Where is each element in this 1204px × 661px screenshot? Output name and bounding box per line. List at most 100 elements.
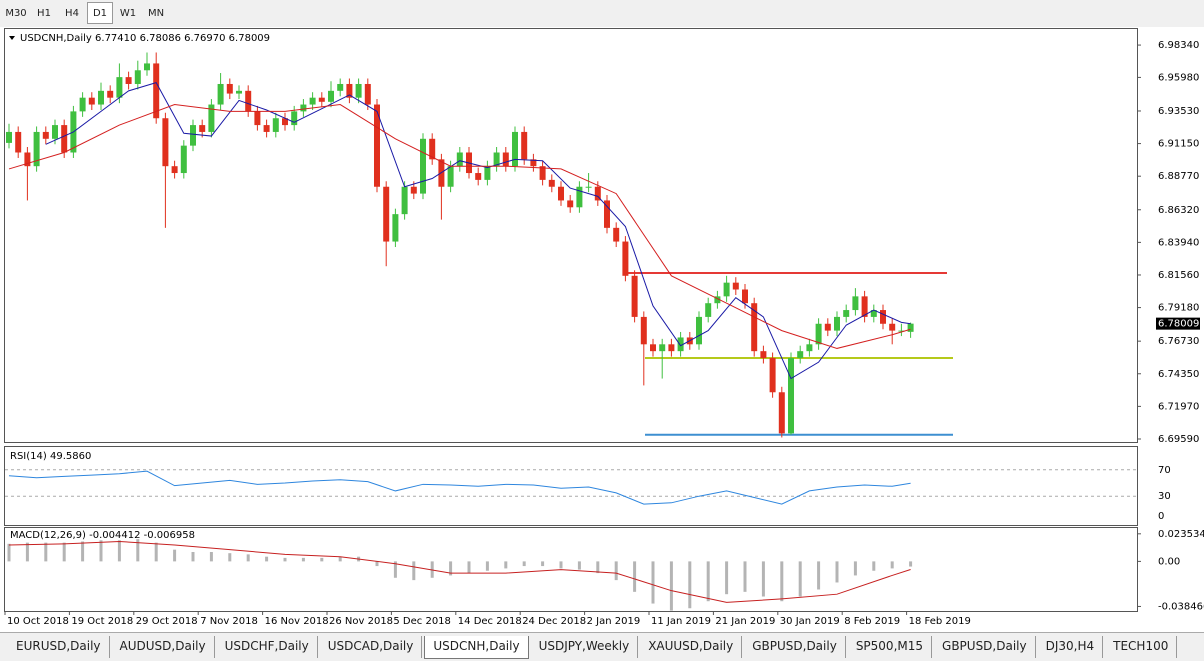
y-tick-label: 6.98340 xyxy=(1158,40,1199,51)
x-tick-label: 7 Nov 2018 xyxy=(200,616,258,627)
macd-histogram-bar xyxy=(449,561,453,576)
candle-body xyxy=(392,214,399,242)
candle-body xyxy=(190,125,196,146)
candle-body xyxy=(484,166,491,180)
chart-tab[interactable]: USDCAD,Daily xyxy=(320,636,423,658)
chart-tab[interactable]: EURUSD,Daily xyxy=(8,636,110,658)
candle-body xyxy=(760,351,767,359)
macd-histogram-bar xyxy=(338,556,342,562)
macd-histogram-bar xyxy=(577,561,581,570)
timeframe-button[interactable]: D1 xyxy=(87,2,113,24)
chart-tab[interactable]: TECH100 xyxy=(1105,636,1178,658)
candle-body xyxy=(861,296,868,317)
macd-histogram-bar xyxy=(706,561,710,602)
chart-tab[interactable]: AUDUSD,Daily xyxy=(112,636,215,658)
y-tick-label: 6.79180 xyxy=(1158,303,1199,314)
y-tick-label: 6.81560 xyxy=(1158,270,1199,281)
x-tick-label: 21 Jan 2019 xyxy=(715,616,775,627)
candle-body xyxy=(778,392,785,434)
macd-histogram-bar xyxy=(817,561,821,590)
candle-body xyxy=(456,152,463,167)
chart-tab[interactable]: USDCHF,Daily xyxy=(217,636,318,658)
candle-body xyxy=(843,310,850,317)
candle-body xyxy=(889,323,896,331)
candle-body xyxy=(153,63,160,119)
candle-body xyxy=(631,275,638,317)
chart-tab[interactable]: SP500,M15 xyxy=(848,636,933,658)
moving-average xyxy=(45,82,911,380)
timeframe-button[interactable]: H4 xyxy=(65,7,79,19)
candle-body xyxy=(567,200,574,208)
macd-histogram-bar xyxy=(780,561,784,602)
macd-panel xyxy=(4,527,1138,612)
macd-histogram-bar xyxy=(835,561,839,583)
y-tick-label: 6.95980 xyxy=(1158,72,1199,83)
candle-body xyxy=(769,358,776,393)
macd-histogram-bar xyxy=(798,561,802,597)
macd-histogram-bar xyxy=(173,549,177,562)
chart-tab[interactable]: DJ30,H4 xyxy=(1038,636,1104,658)
macd-histogram-bar xyxy=(228,553,232,562)
macd-histogram-bar xyxy=(725,561,729,595)
rsi-title: RSI(14) xyxy=(10,451,47,462)
rsi-tick-label: 0 xyxy=(1158,511,1164,522)
x-tick-label: 26 Nov 2018 xyxy=(329,616,393,627)
timeframe-button[interactable]: H1 xyxy=(37,7,51,19)
timeframe-button[interactable]: W1 xyxy=(119,7,137,19)
macd-tick-label: 0.00 xyxy=(1158,556,1180,567)
y-tick-label: 6.93530 xyxy=(1158,106,1199,117)
timeframe-button[interactable]: MN xyxy=(147,7,165,19)
candle-body xyxy=(622,241,629,276)
chart-tab[interactable]: XAUUSD,Daily xyxy=(640,636,743,658)
last-price-label: 6.78009 xyxy=(1158,319,1199,330)
macd-histogram-bar xyxy=(209,552,213,562)
rsi-panel xyxy=(4,446,1138,526)
candle-body xyxy=(585,186,592,188)
y-tick-label: 6.69590 xyxy=(1158,434,1199,445)
macd-tick-label: 0.023534 xyxy=(1158,529,1204,540)
candle-body xyxy=(502,152,509,167)
collapse-arrow xyxy=(9,36,15,40)
candle-body xyxy=(640,316,647,345)
macd-histogram-bar xyxy=(7,543,11,562)
x-tick-label: 2 Jan 2019 xyxy=(587,616,641,627)
candle-body xyxy=(180,145,187,174)
candle-body xyxy=(732,282,739,290)
chart-tab[interactable]: USDJPY,Weekly xyxy=(531,636,639,658)
candle-body xyxy=(852,296,859,311)
macd-histogram-bar xyxy=(485,561,489,571)
candle-body xyxy=(742,289,748,304)
candle-body xyxy=(328,90,334,102)
candle-body xyxy=(594,186,601,201)
chart-tab[interactable]: GBPUSD,Daily xyxy=(744,636,846,658)
x-tick-label: 11 Jan 2019 xyxy=(651,616,711,627)
y-tick-label: 6.83940 xyxy=(1158,237,1199,248)
candle-body xyxy=(723,282,730,297)
macd-histogram-bar xyxy=(301,557,305,562)
chart-tab[interactable]: USDCNH,Daily xyxy=(424,636,529,659)
candle-body xyxy=(613,227,620,242)
candle-body xyxy=(199,125,206,132)
macd-histogram-bar xyxy=(412,561,416,581)
macd-histogram-bar xyxy=(154,542,158,562)
candle-body xyxy=(364,83,371,105)
candle-body xyxy=(291,111,298,126)
macd-histogram-bar xyxy=(909,561,913,567)
y-tick-label: 6.71970 xyxy=(1158,401,1199,412)
macd-histogram-bar xyxy=(890,561,894,569)
candle-body xyxy=(88,97,95,105)
timeframe-button[interactable]: M30 xyxy=(5,7,27,19)
x-tick-label: 16 Nov 2018 xyxy=(265,616,329,627)
macd-histogram-bar xyxy=(614,561,618,581)
chart-tabs: EURUSD,Daily AUDUSD,Daily USDCHF,Daily USDC… xyxy=(0,632,1204,661)
macd-title: MACD(12,26,9) xyxy=(10,530,86,541)
high-label: 6.78086 xyxy=(140,33,181,44)
candle-body xyxy=(6,131,12,143)
candle-body xyxy=(705,303,712,317)
x-tick-label: 19 Oct 2018 xyxy=(71,616,133,627)
candle-body xyxy=(797,351,804,359)
rsi-tick-label: 70 xyxy=(1158,465,1171,476)
chart-tab[interactable]: GBPUSD,Daily xyxy=(934,636,1036,658)
macd-histogram-bar xyxy=(596,561,600,574)
macd-histogram-bar xyxy=(265,556,269,562)
